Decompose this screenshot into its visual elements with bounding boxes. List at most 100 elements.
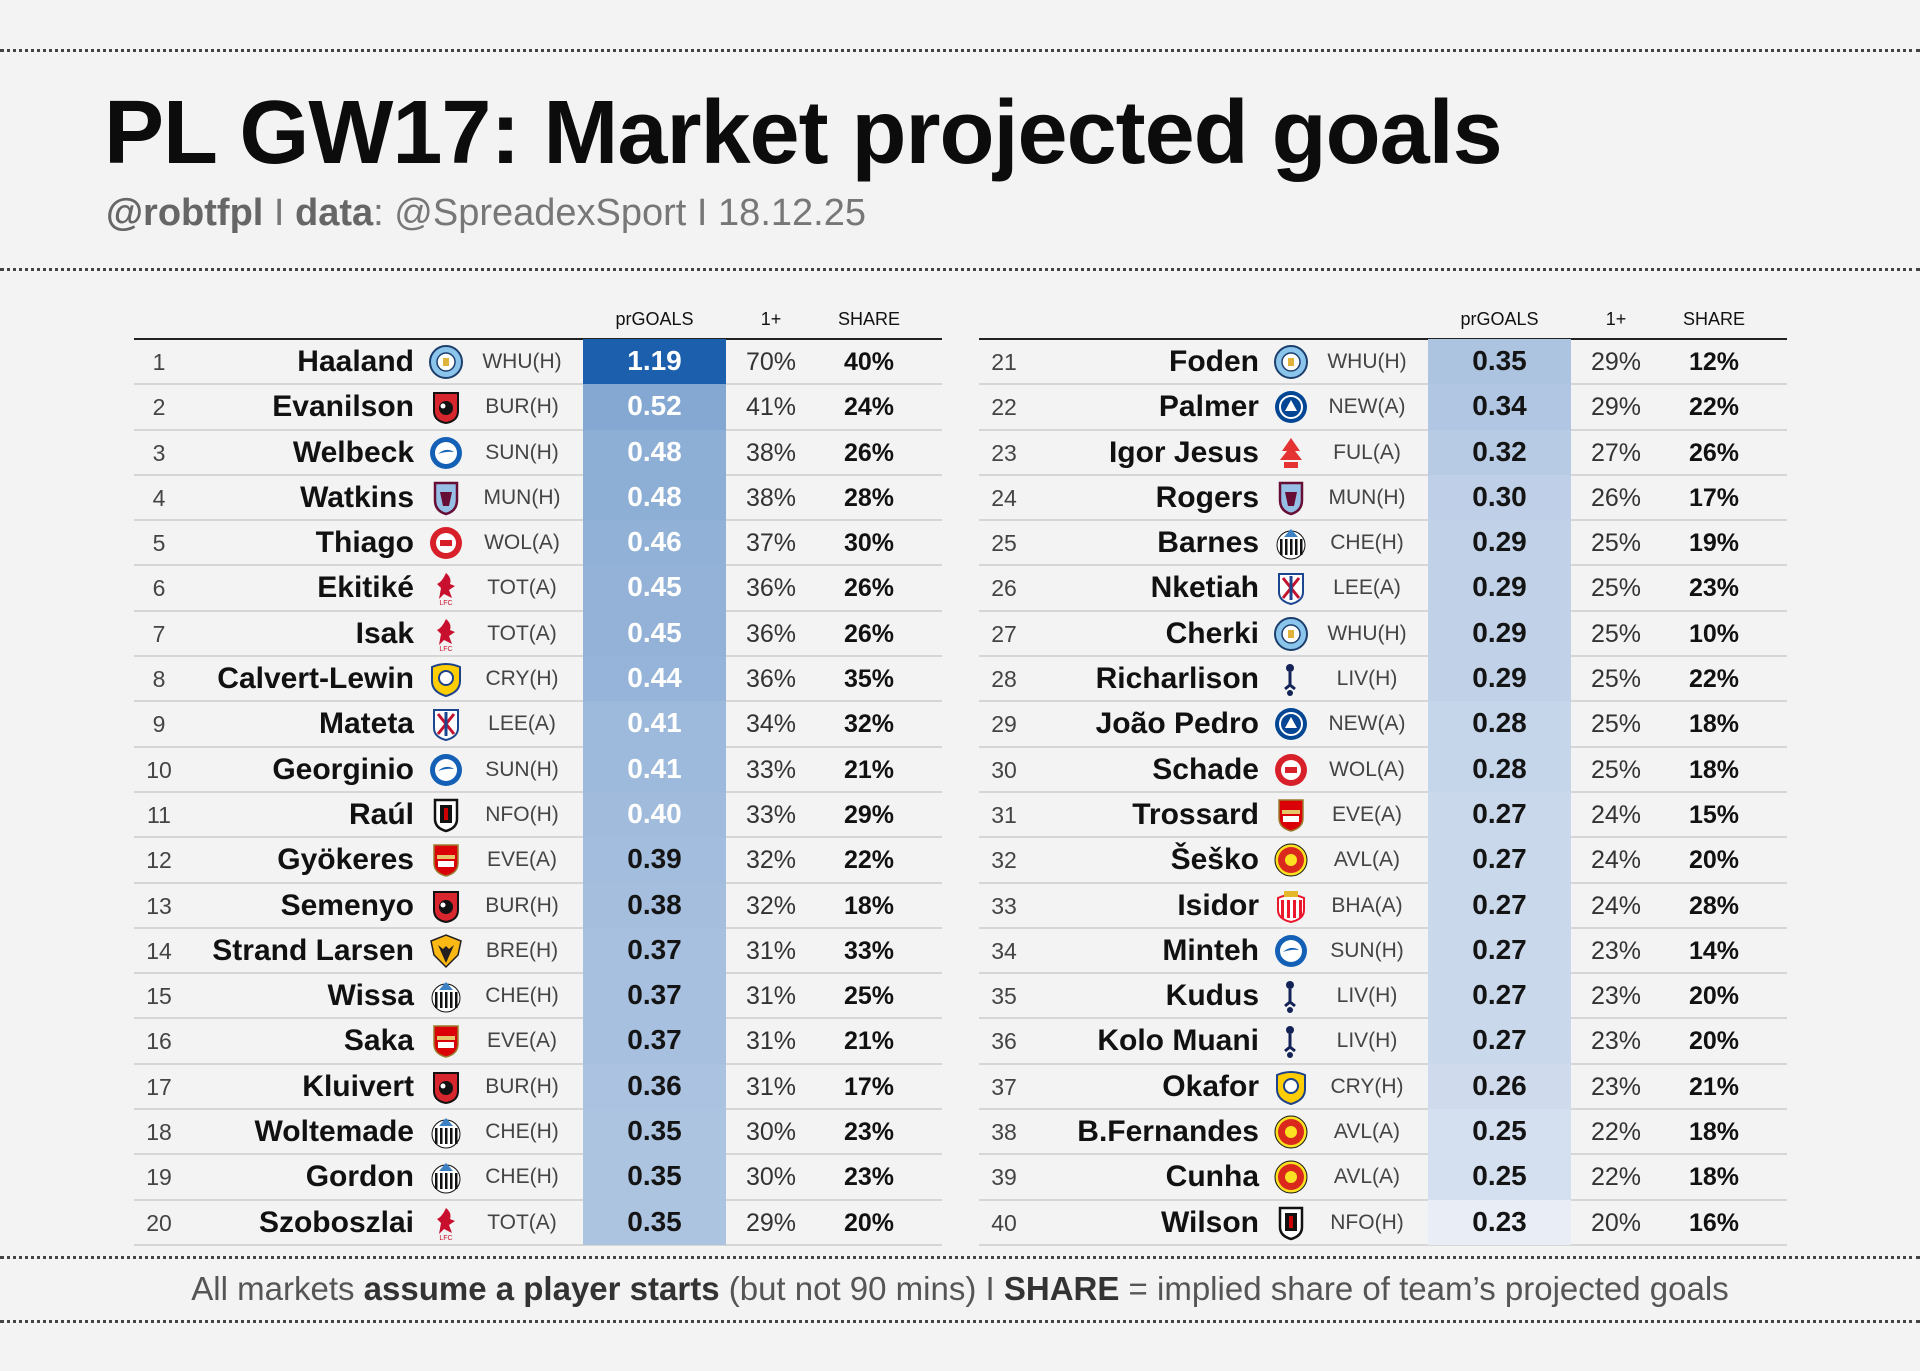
fixture-cell: WHU(H) [1327,621,1407,645]
share-cell: 23% [843,1163,895,1192]
prgoals-cell: 0.29 [1428,520,1571,566]
one-plus-cell: 37% [745,529,797,558]
table-row: 7 Isak LFC TOT(A) 0.45 36% 26% [134,610,942,658]
table-row: 27 Cherki WHU(H) 0.29 25% 10% [979,610,1787,658]
fixture-cell: EVE(A) [486,1029,557,1053]
share-cell: 15% [1688,800,1740,829]
prgoals-cell: 0.30 [1428,474,1571,521]
footer-bold: assume a player starts [363,1270,720,1307]
prgoals-cell: 0.41 [583,701,726,747]
share-cell: 20% [1688,1027,1740,1056]
table-row: 1 Haaland WHU(H) 1.19 70% 40% [134,339,942,386]
rank-cell: 37 [991,1073,1017,1100]
share-cell: 18% [1688,710,1740,739]
crystal-palace-badge-icon [1273,570,1309,611]
one-plus-cell: 31% [745,936,797,965]
player-name: Szoboszlai [258,1205,414,1239]
one-plus-cell: 27% [1590,438,1642,467]
table-row: 24 Rogers MUN(H) 0.30 26% 17% [979,474,1787,522]
one-plus-cell: 41% [745,393,797,422]
author-handle: @robtfpl [106,192,264,234]
footer-top-divider [0,1256,1920,1259]
table-row: 5 Thiago WOL(A) 0.46 37% 30% [134,520,942,567]
newcastle-badge-icon [428,1114,464,1155]
table-row: 19 Gordon CHE(H) 0.35 30% 23% [134,1154,942,1201]
fixture-cell: LEE(A) [488,712,556,736]
one-plus-cell: 23% [1590,936,1642,965]
one-plus-cell: 38% [745,438,797,467]
one-plus-cell: 23% [1590,1027,1642,1056]
share-cell: 18% [1688,1118,1740,1147]
prgoals-cell: 0.29 [1428,656,1571,702]
rank-cell: 12 [146,847,172,874]
footer-text: (but not 90 mins) I [719,1270,1004,1307]
share-cell: 26% [843,619,895,648]
rank-cell: 40 [991,1209,1017,1236]
player-name: Rogers [1155,480,1259,514]
fixture-cell: BUR(H) [485,1074,559,1098]
svg-text:LFC: LFC [439,1235,452,1241]
table-row: 15 Wissa CHE(H) 0.37 31% 25% [134,973,942,1020]
table-row: 28 Richarlison LIV(H) 0.29 25% 22% [979,656,1787,703]
prgoals-cell: 0.46 [583,520,726,566]
player-name: Semenyo [280,888,414,922]
table-row: 16 Saka EVE(A) 0.37 31% 21% [134,1018,942,1065]
prgoals-cell: 1.19 [583,339,726,385]
newcastle-badge-icon [428,1159,464,1200]
brentford-badge-icon [1273,752,1309,793]
rank-cell: 35 [991,983,1017,1010]
fixture-cell: SUN(H) [485,440,559,464]
fixture-cell: CHE(H) [485,984,559,1008]
share-cell: 21% [843,755,895,784]
prgoals-cell: 0.27 [1428,791,1571,838]
separator: I [686,192,719,234]
one-plus-cell: 25% [1590,574,1642,603]
column-header: 1+ [760,309,782,329]
one-plus-cell: 31% [745,1072,797,1101]
rank-cell: 29 [991,711,1017,738]
rank-cell: 23 [991,439,1017,466]
prgoals-cell: 0.27 [1428,927,1571,974]
prgoals-cell: 0.25 [1428,1154,1571,1200]
fixture-cell: NFO(H) [485,802,559,826]
share-cell: 16% [1688,1208,1740,1237]
share-cell: 18% [1688,755,1740,784]
player-name: Gyökeres [277,843,414,877]
one-plus-cell: 22% [1590,1163,1642,1192]
player-name: Isidor [1177,888,1259,922]
table-row: 2 Evanilson BUR(H) 0.52 41% 24% [134,384,942,431]
player-name: Kolo Muani [1097,1024,1259,1058]
rank-cell: 31 [991,801,1017,828]
table-row: 33 Isidor BHA(A) 0.27 24% 28% [979,882,1787,929]
rank-cell: 18 [146,1119,172,1146]
rank-cell: 39 [991,1164,1017,1191]
column-header: prGOALS [615,309,694,329]
player-name: Wilson [1160,1205,1259,1239]
share-cell: 26% [843,438,895,467]
table-row: 13 Semenyo BUR(H) 0.38 32% 18% [134,882,942,929]
rank-cell: 5 [152,530,166,557]
fixture-cell: TOT(A) [487,576,557,600]
man-city-badge-icon [1273,616,1309,657]
rank-cell: 10 [146,756,172,783]
one-plus-cell: 25% [1590,755,1642,784]
rank-cell: 26 [991,575,1017,602]
one-plus-cell: 25% [1590,710,1642,739]
share-cell: 30% [843,529,895,558]
player-name: B.Fernandes [1077,1115,1259,1149]
bournemouth-badge-icon [428,389,464,430]
fixture-cell: MUN(H) [483,485,561,509]
one-plus-cell: 32% [745,846,797,875]
table-row: 36 Kolo Muani LIV(H) 0.27 23% 20% [979,1018,1787,1065]
player-name: Igor Jesus [1108,435,1259,469]
fixture-cell: WHU(H) [1327,350,1407,373]
share-cell: 33% [843,936,895,965]
arsenal-badge-icon [428,842,464,883]
table-row: 31 Trossard EVE(A) 0.27 24% 15% [979,791,1787,839]
one-plus-cell: 36% [745,574,797,603]
table-row: 35 Kudus LIV(H) 0.27 23% 20% [979,973,1787,1020]
table-row: 39 Cunha AVL(A) 0.25 22% 18% [979,1154,1787,1201]
aston-villa-badge-icon [1273,480,1309,521]
share-cell: 23% [843,1118,895,1147]
brighton-badge-icon [428,435,464,476]
